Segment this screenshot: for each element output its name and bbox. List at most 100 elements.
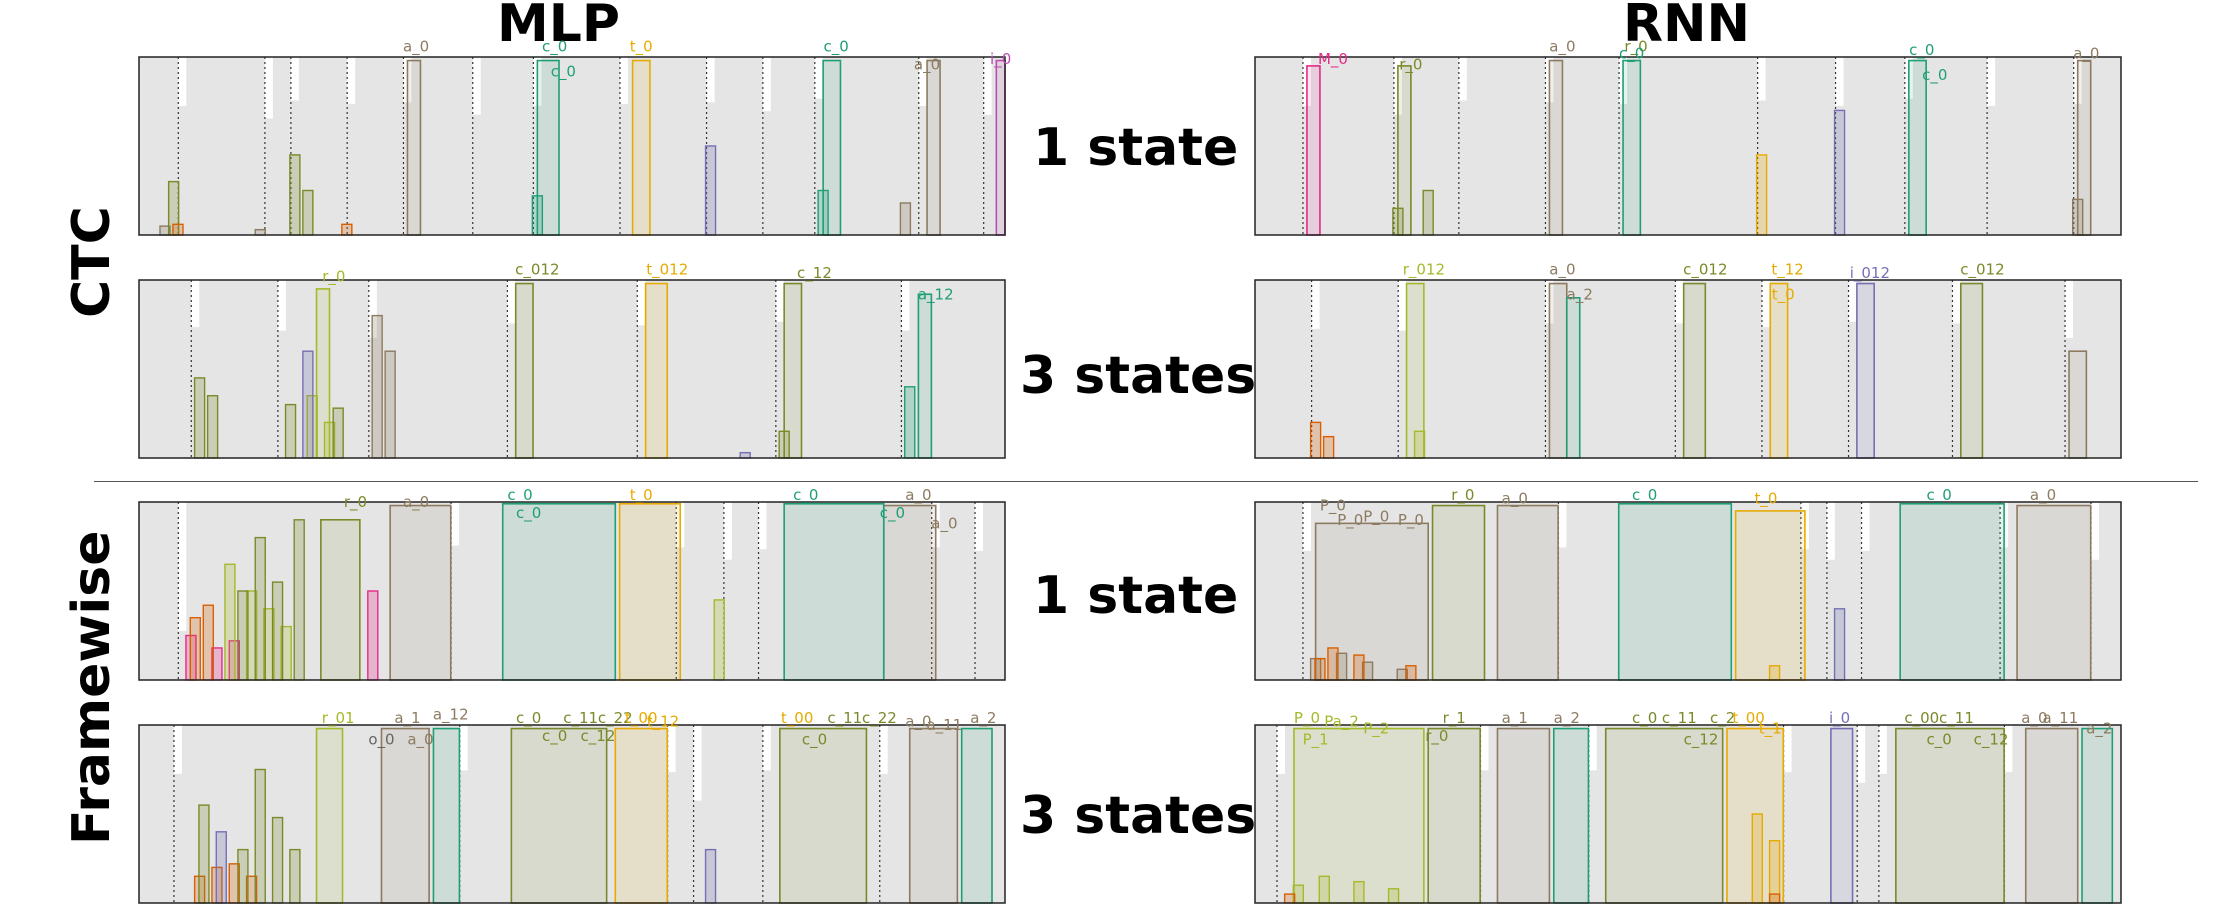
state-label: r_0 — [1624, 37, 1647, 56]
chart-panel-4: r_0 a_0 c_0c_0t_0 c_0c_0a_0a_0 — [138, 486, 1006, 681]
posterior-bump — [254, 228, 266, 236]
label-span — [1496, 727, 1551, 904]
blank-dip — [975, 502, 984, 551]
blank-dip — [1458, 57, 1467, 101]
state-label: c_0 — [1619, 45, 1644, 64]
posterior-bump — [1314, 657, 1326, 681]
state-label: P_2 — [1363, 720, 1389, 739]
blank-dip — [173, 725, 182, 774]
column-title-mlp: MLP — [497, 0, 620, 54]
panel-frame — [1254, 56, 2122, 236]
state-label: t_0 — [630, 486, 653, 505]
label-span — [1552, 727, 1590, 904]
blank-dip — [178, 502, 187, 631]
posterior-bump — [1353, 880, 1365, 904]
blank-dip — [507, 280, 516, 324]
chart-panel-6: r_01o_0a_1a_0a_12 c_0c_0c_11c_12c_22t_00t… — [138, 705, 1006, 904]
blank-dip — [1302, 502, 1311, 551]
state-label: P_0 — [1294, 709, 1320, 728]
posterior-bump — [172, 223, 184, 236]
blank-area — [139, 280, 1005, 458]
label-span — [1427, 727, 1481, 904]
panel-frame — [1254, 501, 2122, 681]
state-label: c_0 — [802, 730, 827, 749]
blank-dip — [667, 725, 676, 773]
label-span — [631, 59, 651, 236]
blank-dip — [918, 57, 927, 106]
posterior-bump — [778, 430, 790, 459]
label-span — [779, 727, 868, 904]
posterior-bump — [254, 536, 266, 681]
label-span — [618, 502, 682, 681]
blank-area — [139, 725, 1005, 903]
blank-dip — [1398, 280, 1407, 331]
blank-dip — [2004, 725, 2013, 773]
posterior-bump — [293, 519, 305, 681]
posterior-bump — [367, 590, 379, 681]
blank-dip — [1783, 725, 1792, 773]
blank-dip — [637, 280, 646, 326]
blank-dip — [693, 725, 702, 801]
state-label: c_12 — [581, 727, 616, 746]
group-label-ctc: CTC — [62, 206, 122, 318]
state-label: t_00 — [1732, 709, 1764, 728]
posterior-bump — [1751, 813, 1763, 904]
label-span — [644, 282, 669, 459]
state-label: t_0 — [1754, 490, 1777, 509]
label-span — [320, 518, 361, 681]
posterior-bump — [904, 386, 916, 459]
label-span — [1306, 65, 1321, 236]
label-span — [1726, 727, 1785, 904]
state-label: a_0 — [905, 486, 931, 505]
label-span — [2024, 727, 2079, 904]
posterior-bump — [237, 848, 249, 904]
label-span — [1496, 504, 1559, 681]
state-label: c_0 — [551, 62, 576, 81]
state-label: t_00 — [781, 709, 813, 728]
state-label: a_1 — [394, 709, 420, 728]
blank-dip — [277, 280, 286, 331]
label-span — [406, 59, 422, 236]
posterior-bump — [193, 377, 206, 459]
posterior-bump — [384, 350, 396, 459]
blank-dip — [191, 280, 200, 328]
state-label: a_1 — [1502, 709, 1528, 728]
label-span — [995, 59, 1006, 236]
blank-dip — [814, 57, 823, 99]
blank-dip — [706, 57, 715, 103]
state-label: i_0 — [990, 50, 1011, 69]
posterior-bump — [713, 599, 725, 681]
blank-area — [1255, 502, 2121, 680]
state-label: c_0 — [1632, 709, 1657, 728]
state-label: P_0 — [1363, 507, 1389, 526]
label-span — [1895, 727, 2005, 904]
state-label: a_12 — [918, 285, 954, 304]
posterior-bump — [1833, 608, 1846, 681]
posterior-bump — [332, 407, 344, 459]
state-label: t_12 — [647, 713, 679, 732]
state-label: c_22 — [598, 709, 633, 728]
label-span — [510, 727, 608, 904]
state-label: r_0 — [1451, 486, 1474, 505]
label-span — [1431, 504, 1486, 681]
chart-panel-3: r_012 a_0 a_2 c_012 t_12 t_0 i_012 c_012 — [1254, 260, 2122, 459]
chart-panel-1: M_0 r_0a_0 r_0c_0 c_0c_0a_0 — [1254, 37, 2122, 236]
state-label: a_11 — [926, 716, 962, 735]
label-span — [614, 727, 669, 904]
label-span — [1682, 282, 1707, 459]
label-span — [501, 502, 617, 681]
state-label: a_0 — [914, 55, 940, 74]
label-span — [1293, 727, 1425, 904]
blank-dip — [472, 57, 481, 115]
posterior-bump — [341, 223, 353, 236]
blank-area — [1255, 725, 2121, 903]
state-label: r_0 — [1425, 727, 1448, 746]
blank-dip — [459, 725, 468, 771]
label-span — [380, 727, 430, 904]
posterior-bump — [215, 831, 227, 904]
label-span — [783, 502, 885, 681]
row-label-ctc-1-state: 1 state — [1033, 118, 1239, 178]
posterior-bump — [1283, 893, 1296, 904]
label-span — [1734, 510, 1806, 681]
state-label: c_0 — [516, 504, 541, 523]
